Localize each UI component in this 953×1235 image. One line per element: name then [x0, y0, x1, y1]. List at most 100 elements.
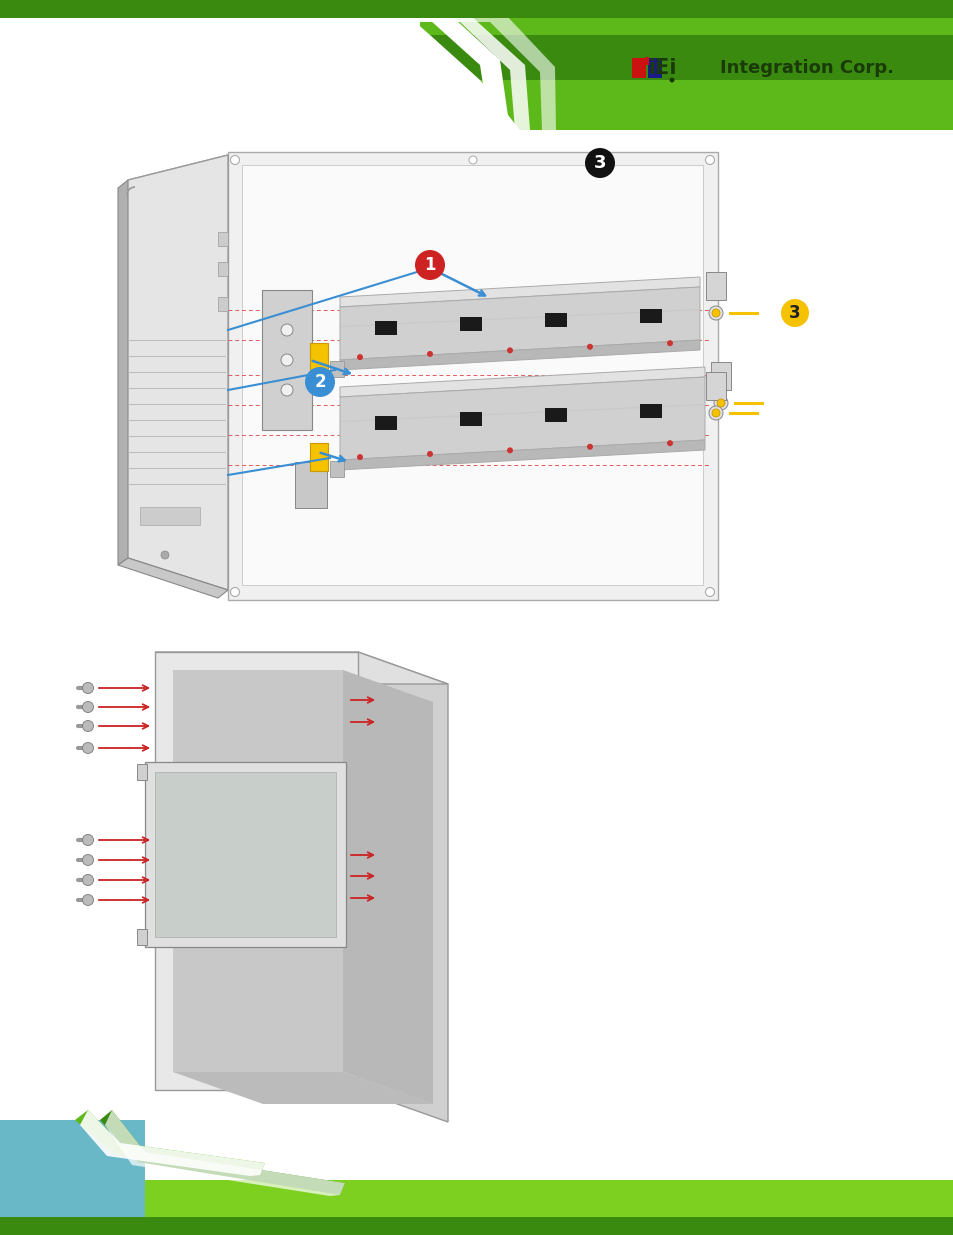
Bar — [375, 416, 396, 430]
Bar — [137, 929, 147, 945]
Text: 1: 1 — [424, 256, 436, 274]
Circle shape — [711, 409, 720, 417]
Circle shape — [82, 855, 93, 866]
Text: 2: 2 — [314, 373, 326, 391]
Polygon shape — [172, 671, 343, 1072]
Circle shape — [711, 309, 720, 317]
Bar — [0, 1179, 953, 1235]
Polygon shape — [265, 0, 510, 130]
Circle shape — [506, 447, 513, 453]
Polygon shape — [339, 287, 700, 359]
Polygon shape — [128, 156, 228, 590]
Polygon shape — [145, 762, 346, 947]
Bar — [0, 1120, 145, 1235]
Polygon shape — [339, 277, 700, 308]
Bar — [459, 317, 481, 331]
Circle shape — [584, 148, 615, 178]
Bar — [310, 343, 328, 370]
Bar — [639, 404, 661, 417]
Polygon shape — [262, 290, 312, 430]
Polygon shape — [479, 80, 953, 130]
Bar — [710, 362, 730, 390]
Circle shape — [427, 451, 433, 457]
Bar — [0, 0, 953, 19]
Polygon shape — [339, 377, 704, 459]
Text: Integration Corp.: Integration Corp. — [720, 59, 893, 77]
Polygon shape — [390, 0, 953, 35]
Circle shape — [717, 399, 724, 408]
Circle shape — [231, 588, 239, 597]
Bar — [330, 461, 344, 477]
FancyBboxPatch shape — [631, 58, 645, 78]
Circle shape — [356, 454, 363, 461]
Bar — [459, 412, 481, 426]
Polygon shape — [339, 340, 700, 370]
Circle shape — [82, 742, 93, 753]
Polygon shape — [357, 652, 448, 1123]
Circle shape — [82, 701, 93, 713]
Polygon shape — [430, 35, 953, 80]
Circle shape — [281, 324, 293, 336]
Circle shape — [586, 343, 593, 350]
Bar — [644, 57, 648, 65]
Polygon shape — [228, 152, 718, 600]
Bar — [218, 262, 228, 275]
Bar — [705, 372, 725, 400]
Circle shape — [506, 347, 513, 353]
Bar — [330, 361, 344, 377]
Circle shape — [427, 351, 433, 357]
Bar — [218, 232, 228, 246]
Bar — [544, 314, 566, 327]
Circle shape — [781, 299, 808, 327]
Polygon shape — [105, 1110, 345, 1195]
Circle shape — [415, 249, 444, 280]
Polygon shape — [118, 180, 128, 564]
Polygon shape — [100, 1110, 345, 1195]
Circle shape — [82, 894, 93, 905]
Polygon shape — [339, 440, 704, 471]
Bar — [0, 0, 419, 130]
Circle shape — [469, 156, 476, 164]
Circle shape — [161, 551, 169, 559]
Bar — [294, 462, 327, 508]
Circle shape — [82, 874, 93, 885]
Polygon shape — [242, 165, 702, 585]
Bar — [218, 296, 228, 311]
Bar — [375, 321, 396, 335]
Bar — [544, 409, 566, 422]
Text: 3: 3 — [788, 304, 800, 322]
Bar — [140, 508, 200, 525]
Polygon shape — [154, 652, 357, 1091]
Polygon shape — [118, 558, 228, 598]
Circle shape — [281, 384, 293, 396]
Circle shape — [708, 306, 722, 320]
Bar — [705, 272, 725, 300]
Circle shape — [666, 440, 672, 446]
Bar — [137, 764, 147, 781]
Circle shape — [82, 720, 93, 731]
Text: iEi: iEi — [648, 58, 677, 78]
Circle shape — [82, 835, 93, 846]
Circle shape — [82, 683, 93, 694]
Circle shape — [586, 443, 593, 450]
Polygon shape — [154, 652, 448, 684]
Polygon shape — [355, 0, 556, 130]
Circle shape — [705, 588, 714, 597]
Polygon shape — [310, 0, 530, 130]
Polygon shape — [343, 671, 433, 1104]
Polygon shape — [154, 772, 335, 937]
Circle shape — [231, 156, 239, 164]
Circle shape — [666, 340, 672, 346]
Circle shape — [705, 156, 714, 164]
Text: 3: 3 — [593, 154, 605, 172]
Polygon shape — [128, 156, 228, 193]
Bar — [310, 443, 328, 471]
Circle shape — [305, 367, 335, 396]
Circle shape — [356, 354, 363, 361]
Bar — [0, 1216, 953, 1235]
Circle shape — [281, 354, 293, 366]
Bar — [639, 309, 661, 324]
Circle shape — [713, 396, 727, 410]
FancyBboxPatch shape — [647, 58, 661, 78]
Polygon shape — [172, 1072, 433, 1104]
